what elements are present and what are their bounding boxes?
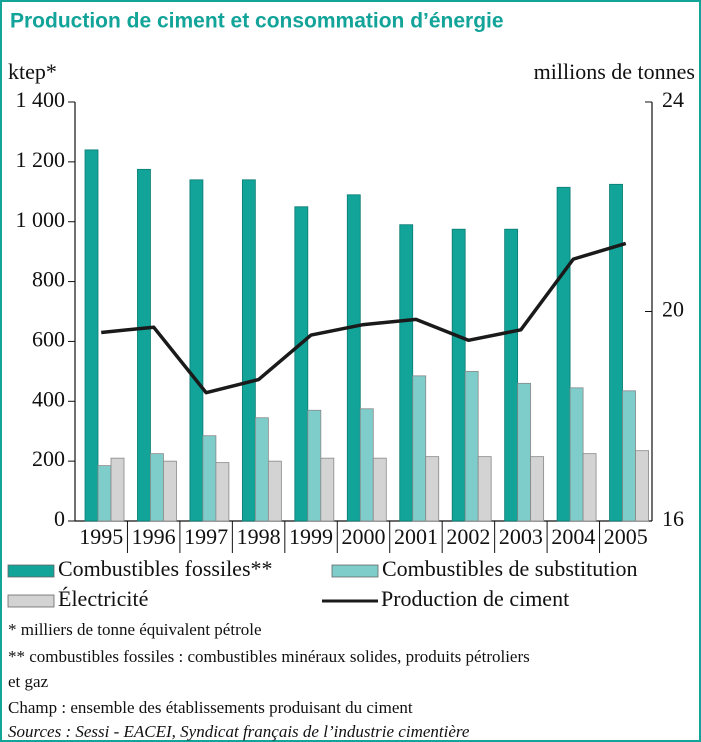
- chart-title: Production de ciment et consommation d’é…: [10, 10, 504, 33]
- x-tick-label: 1998: [237, 524, 281, 549]
- bar: [425, 456, 440, 522]
- y-tick-label: 800: [32, 267, 65, 292]
- bar: [359, 408, 374, 522]
- y-tick-label: 200: [32, 446, 65, 471]
- footnote: ** combustibles fossiles : combustibles …: [8, 647, 530, 666]
- y-tick-label: 1 400: [16, 87, 66, 112]
- bar: [399, 224, 414, 522]
- bar: [635, 450, 649, 522]
- legend-label: Combustibles fossiles**: [58, 556, 273, 581]
- bar: [110, 457, 125, 522]
- bar: [622, 390, 636, 522]
- x-tick-label: 2002: [446, 524, 490, 549]
- bar: [137, 168, 151, 522]
- bar: [307, 409, 322, 522]
- y-axis-label: ktep*: [8, 59, 57, 84]
- bar: [294, 206, 309, 522]
- bar: [451, 228, 466, 522]
- y2-axis-label: millions de tonnes: [534, 59, 695, 84]
- bar: [477, 456, 492, 522]
- legend-swatch: [7, 594, 55, 608]
- legend-swatch: [7, 564, 55, 578]
- line-series: [101, 241, 627, 395]
- bar: [609, 183, 623, 522]
- y2-tick-label: 24: [662, 87, 684, 112]
- legend-label: Combustibles de substitution: [382, 556, 637, 581]
- bar: [372, 457, 387, 522]
- y-tick-label: 0: [54, 506, 65, 531]
- bar: [97, 465, 112, 522]
- x-tick-label: 1995: [79, 524, 123, 549]
- bar: [412, 375, 427, 522]
- bar: [346, 194, 361, 522]
- x-tick-label: 1999: [289, 524, 333, 549]
- bar: [202, 435, 217, 522]
- bar: [530, 456, 545, 522]
- bar: [150, 453, 164, 522]
- legend-swatch: [331, 564, 379, 578]
- bar: [189, 179, 204, 522]
- legend-label: Production de ciment: [381, 586, 569, 611]
- x-tick-label: 1996: [132, 524, 176, 549]
- y2-tick-label: 16: [662, 506, 684, 531]
- bar: [241, 179, 256, 522]
- bar: [556, 186, 571, 522]
- x-tick-label: 2000: [342, 524, 386, 549]
- x-tick-label: 2003: [499, 524, 543, 549]
- bar: [582, 453, 597, 522]
- footnote: Champ : ensemble des établissements prod…: [8, 698, 413, 717]
- bar: [267, 460, 282, 522]
- bar: [504, 228, 519, 522]
- footnote: et gaz: [8, 672, 49, 691]
- bar: [254, 417, 269, 522]
- source: Sources : Sessi - EACEI, Syndicat frança…: [8, 722, 470, 741]
- y-tick-label: 1 000: [16, 207, 66, 232]
- x-tick-label: 2001: [394, 524, 438, 549]
- footnote: * milliers de tonne équivalent pétrole: [8, 620, 262, 639]
- y-tick-label: 1 200: [16, 147, 66, 172]
- y-tick-label: 400: [32, 386, 65, 411]
- legend-label: Électricité: [58, 586, 148, 611]
- y2-tick-label: 20: [662, 297, 684, 322]
- x-tick-label: 1997: [184, 524, 228, 549]
- bar: [163, 460, 177, 522]
- x-tick-label: 2005: [604, 524, 648, 549]
- bar: [215, 462, 230, 522]
- bar: [517, 382, 532, 522]
- bar: [464, 370, 479, 522]
- bar: [320, 457, 335, 522]
- x-tick-label: 2004: [551, 524, 595, 549]
- bar: [84, 149, 99, 522]
- bar: [569, 387, 584, 522]
- y-tick-label: 600: [32, 326, 65, 351]
